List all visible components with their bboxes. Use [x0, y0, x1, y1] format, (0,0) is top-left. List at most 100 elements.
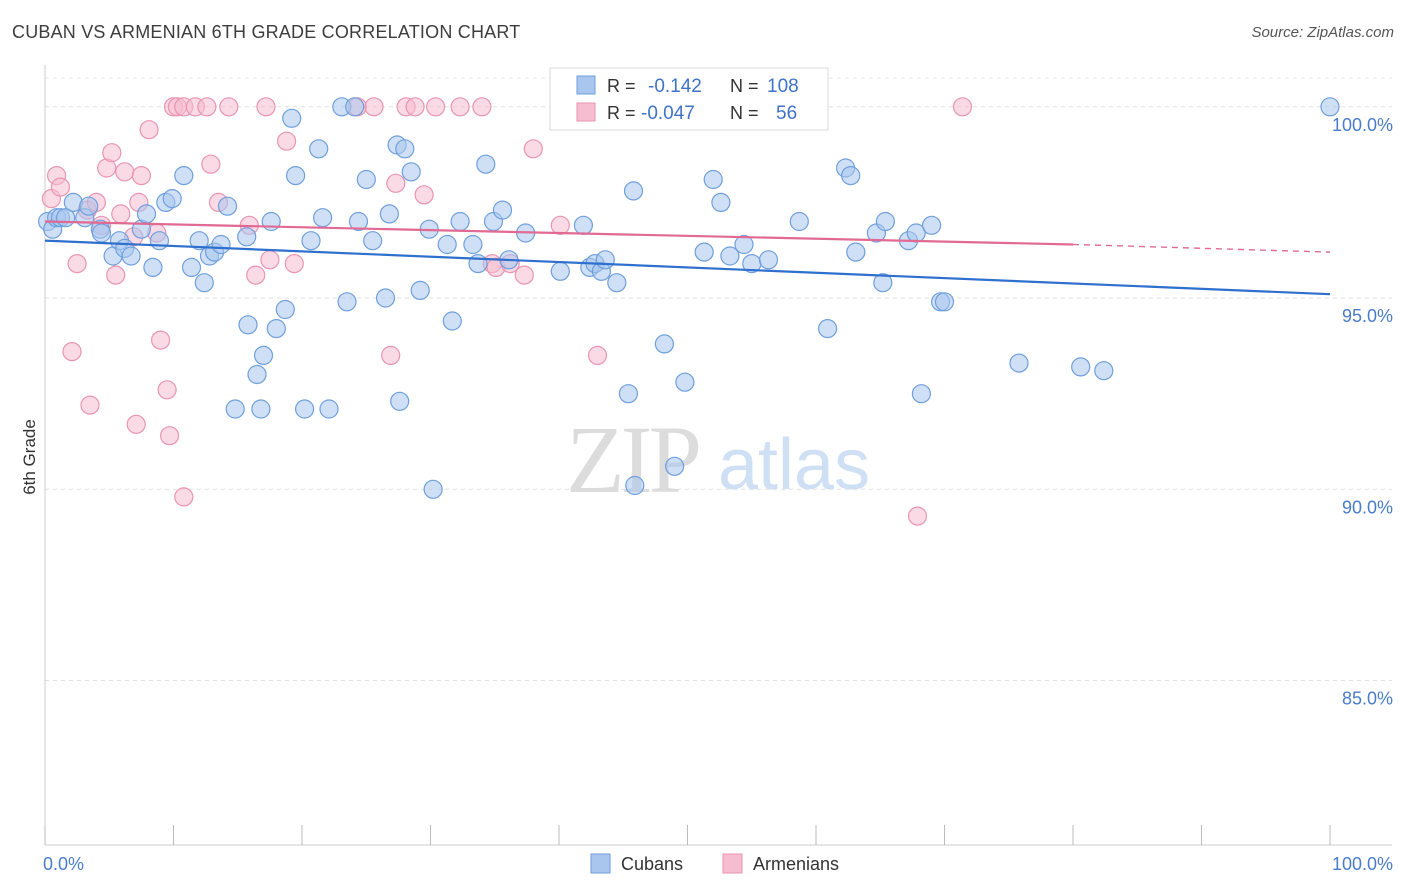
- bottom-legend-label-armenians: Armenians: [753, 854, 839, 874]
- trend-lines: [44, 220, 1331, 296]
- legend-r-label-2: R =: [607, 103, 636, 123]
- armenian-point: [160, 426, 180, 446]
- cuban-point: [319, 399, 339, 419]
- armenian-point: [472, 97, 492, 117]
- cuban-point: [345, 97, 365, 117]
- armenian-point: [907, 506, 928, 526]
- cuban-point: [921, 215, 942, 235]
- armenian-point: [260, 250, 280, 270]
- legend-n-label-2: N =: [730, 103, 759, 123]
- armenian-point: [50, 177, 71, 197]
- y-tick-label: 95.0%: [1342, 306, 1393, 326]
- cuban-point: [550, 261, 570, 281]
- armenian-point: [284, 254, 304, 274]
- cuban-point: [143, 257, 163, 277]
- cuban-point: [395, 139, 415, 159]
- cuban-point: [194, 273, 214, 293]
- armenian-point: [246, 265, 266, 285]
- armenian-point: [201, 154, 221, 174]
- legend-r-label-1: R =: [607, 76, 636, 96]
- cuban-point: [1071, 357, 1091, 377]
- legend-r-value-2: -0.047: [641, 103, 695, 124]
- armenian-point: [450, 97, 470, 117]
- chart-source: Source: ZipAtlas.com: [1251, 24, 1394, 41]
- legend-swatch-cubans: [576, 75, 596, 95]
- bottom-legend-swatch-cubans: [590, 853, 611, 874]
- cuban-point: [91, 223, 112, 243]
- cuban-point: [664, 456, 685, 476]
- cuban-point: [703, 169, 723, 190]
- cuban-point: [450, 211, 470, 232]
- armenian-point: [139, 120, 159, 140]
- cuban-point: [934, 292, 955, 312]
- armenian-point: [131, 166, 151, 186]
- armenian-point: [587, 345, 608, 365]
- cuban-point: [286, 166, 306, 186]
- armenian-point: [386, 173, 406, 193]
- cuban-point: [410, 280, 430, 300]
- armenian-point: [277, 131, 297, 151]
- armenian-point: [102, 143, 122, 163]
- cuban-point: [237, 227, 257, 247]
- armenian-point: [115, 162, 135, 182]
- armenian-point: [67, 254, 87, 274]
- armenian-point: [414, 185, 434, 205]
- cuban-point: [162, 189, 182, 209]
- armenian-point: [111, 204, 131, 224]
- armenian-point: [80, 395, 100, 415]
- cuban-point: [301, 231, 321, 251]
- armenians-trend-line: [44, 220, 1074, 246]
- armenian-point: [523, 139, 543, 159]
- cuban-point: [734, 234, 754, 255]
- cuban-point: [623, 181, 644, 201]
- cuban-point: [251, 399, 271, 419]
- cuban-point: [189, 231, 209, 251]
- cuban-point: [309, 139, 329, 159]
- cuban-point: [468, 254, 488, 274]
- armenian-point: [426, 97, 446, 117]
- cuban-point: [573, 215, 594, 235]
- cuban-point: [401, 162, 421, 182]
- cuban-point: [841, 166, 861, 186]
- cuban-point: [423, 479, 443, 499]
- armenian-point: [550, 215, 570, 235]
- cuban-point: [181, 257, 202, 277]
- cuban-point: [618, 384, 639, 404]
- cuban-point: [295, 399, 315, 419]
- armenian-point: [197, 97, 217, 117]
- tick-labels: 100.0% 95.0% 90.0% 85.0% 0.0% 100.0%: [43, 115, 1393, 874]
- cuban-point: [217, 196, 238, 216]
- armenian-point: [381, 345, 401, 365]
- cuban-point: [607, 273, 627, 293]
- legend-n-label-1: N =: [730, 76, 759, 96]
- y-tick-label: 85.0%: [1342, 689, 1393, 709]
- cuban-point: [758, 250, 779, 270]
- cuban-point: [375, 288, 396, 308]
- cuban-point: [363, 231, 383, 251]
- armenian-point: [952, 97, 973, 117]
- cuban-point: [282, 108, 302, 128]
- cuban-point: [654, 334, 675, 354]
- cuban-point: [313, 208, 333, 228]
- cuban-point: [136, 204, 157, 224]
- cuban-point: [253, 345, 274, 365]
- cuban-point: [348, 211, 369, 232]
- cuban-point: [266, 319, 286, 339]
- armenian-point: [62, 342, 82, 362]
- bottom-legend-swatch-armenians: [722, 853, 743, 874]
- cuban-point: [595, 250, 615, 270]
- series-legend: Cubans Armenians: [590, 853, 839, 874]
- cuban-point: [875, 211, 896, 232]
- armenian-point: [174, 487, 194, 507]
- y-axis-label: 6th Grade: [20, 419, 39, 495]
- x-tick-label: 0.0%: [43, 854, 84, 874]
- cuban-point: [275, 299, 295, 320]
- armenian-point: [219, 97, 239, 117]
- cuban-point: [379, 204, 399, 224]
- cuban-point: [1094, 361, 1114, 381]
- cuban-point: [174, 166, 194, 186]
- cuban-point: [79, 196, 99, 216]
- cuban-point: [789, 211, 809, 232]
- cuban-point: [911, 384, 932, 404]
